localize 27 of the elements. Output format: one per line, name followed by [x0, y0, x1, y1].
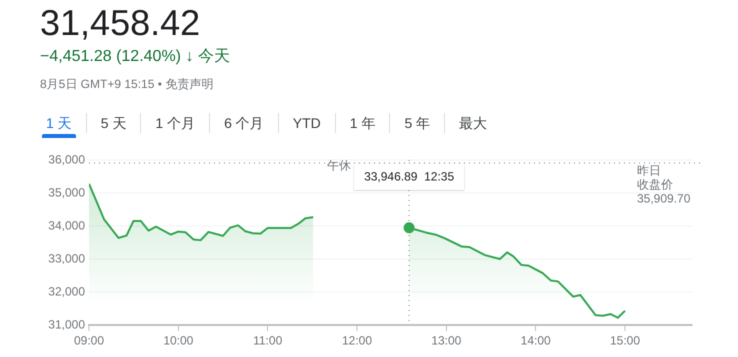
- y-tick-label: 31,000: [48, 317, 86, 332]
- text: 最大: [444, 113, 502, 133]
- ref-line-label: 昨日收盘价 35,909.70: [637, 163, 691, 206]
- y-tick-label: 33,000: [48, 251, 86, 266]
- text: 8月5日 GMT+9 15:15 • 免责声明: [40, 76, 214, 93]
- text: 5 年: [389, 113, 444, 133]
- text: 1 天: [32, 113, 86, 133]
- text: 5 天: [86, 113, 140, 133]
- text: 6 个月: [209, 113, 278, 133]
- text: YTD: [278, 113, 335, 133]
- chart-subtitle: −4,451.28 (12.40%) ↓ 今天: [40, 47, 230, 67]
- y-tick-label: 36,000: [48, 152, 86, 166]
- x-tick-label: 11:00: [253, 334, 283, 348]
- x-tick-label: 13:00: [431, 334, 462, 348]
- annotation: 33,946.89 12:35: [364, 169, 454, 184]
- x-tick-label: 09:00: [74, 334, 104, 348]
- annotation: 午休: [327, 158, 352, 172]
- x-tick-label: 10:00: [163, 334, 194, 348]
- y-tick-label: 32,000: [48, 284, 86, 298]
- text: 1 个月: [140, 113, 210, 133]
- y-tick-label: 34,000: [48, 218, 86, 232]
- chart-title: 31,458.42: [40, 2, 200, 44]
- text: 1 年: [334, 113, 390, 133]
- x-tick-label: 15:00: [610, 334, 640, 348]
- y-tick-label: 35,000: [48, 185, 86, 200]
- x-tick-label: 14:00: [520, 334, 552, 348]
- x-tick-label: 12:00: [342, 334, 372, 348]
